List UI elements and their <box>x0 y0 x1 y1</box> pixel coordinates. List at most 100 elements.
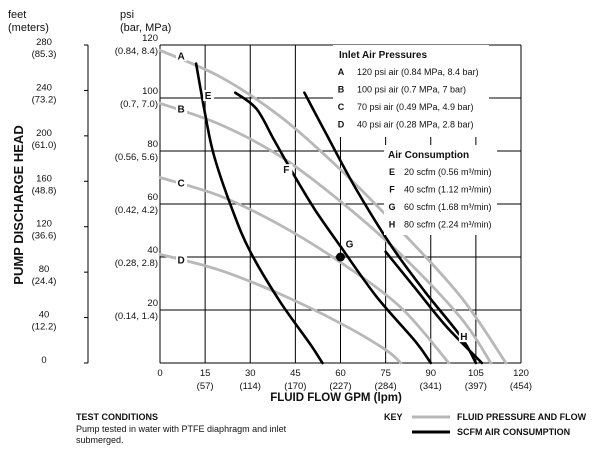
consumption-curve-H <box>384 250 484 365</box>
left-tick-feet-40: 40 <box>39 310 50 321</box>
left-tick-feet-200: 200 <box>36 128 52 139</box>
y-tick-psi-80: 80 <box>147 139 158 150</box>
y-tick-psi-40: 40 <box>147 245 158 256</box>
pressure-curve-D <box>158 252 403 365</box>
x-tick-gpm-15: 15 <box>200 368 211 379</box>
legend-inlet-key-B: B <box>338 85 345 95</box>
legend-inlet-key-A: A <box>338 67 345 77</box>
left-tick-feet-120: 120 <box>36 219 52 230</box>
y-tick-psi-120: 120 <box>142 33 158 44</box>
legend-inlet-text-A: 120 psi air (0.84 MPa, 8.4 bar) <box>357 67 479 77</box>
y-tick-sub-60: (0.42, 4.2) <box>115 205 158 216</box>
curve-label-bg-G <box>344 238 356 250</box>
y-axis-unit-bar: (bar, MPa) <box>120 22 171 34</box>
y-axis-ticks: 120 (0.84, 8.4) 100 (0.7, 7.0) 80 (0.56, 5.6)… <box>115 33 158 322</box>
x-tick-gpm-90: 90 <box>425 368 436 379</box>
left-tick-meters-160: (48.8) <box>32 185 57 196</box>
consumption-curve-F <box>233 91 433 365</box>
curve-label-bg-H <box>458 331 470 343</box>
x-tick-lpm-30: (114) <box>240 381 261 392</box>
pressure-curve-B <box>158 101 493 365</box>
y-tick-sub-40: (0.28, 2.8) <box>115 258 158 269</box>
legend-inlet-background <box>333 45 489 137</box>
curve-label-bg-E <box>203 90 215 101</box>
operating-point-marker <box>336 252 345 262</box>
legend-air-key-E: E <box>389 167 395 177</box>
curve-label-A: A <box>177 51 184 62</box>
pressure-curves <box>158 48 508 365</box>
x-tick-gpm-60: 60 <box>335 368 346 379</box>
left-tick-meters-40: (12.2) <box>32 322 57 333</box>
legend-air-key-G: G <box>388 202 395 212</box>
legend-air-title: Air Consumption <box>388 150 469 161</box>
curve-label-C: C <box>177 178 184 189</box>
legend-air-text-E: 20 scfm (0.56 m³/min) <box>404 167 492 177</box>
legend-inlet-key-D: D <box>338 120 345 130</box>
curve-label-bg-B <box>176 103 188 115</box>
curve-label-H: H <box>460 332 467 343</box>
pressure-curve-C <box>158 176 451 365</box>
y-tick-sub-80: (0.56, 5.6) <box>115 152 158 163</box>
legend-inlet-title: Inlet Air Pressures <box>339 50 427 61</box>
legend-inlet-text-C: 70 psi air (0.49 MPa, 4.9 bar) <box>357 102 474 112</box>
legend-inlet-air-pressures: Inlet Air Pressures A 120 psi air (0.84 M… <box>333 45 489 137</box>
left-tick-feet-160: 160 <box>36 173 52 184</box>
x-tick-gpm-0: 0 <box>157 368 162 379</box>
y-tick-psi-20: 20 <box>147 298 158 309</box>
test-conditions-line2: submerged. <box>76 435 124 445</box>
legend-inlet-text-B: 100 psi air (0.7 MPa, 7 bar) <box>357 85 466 95</box>
x-axis-ticks: 0 15 (57) 30 (114) 45 (170) 60 (227) 75 (284) 90 (34… <box>157 368 532 392</box>
x-tick-gpm-30: 30 <box>245 368 256 379</box>
curve-label-F: F <box>283 165 289 176</box>
left-axis-ticks: 280(85.3)240(73.2)200(61.0)160(48.8)120(… <box>32 37 88 366</box>
x-tick-lpm-45: (170) <box>284 381 306 392</box>
key-label-air-consumption: SCFM AIR CONSUMPTION <box>457 427 570 437</box>
curve-label-B: B <box>177 104 184 115</box>
left-tick-feet-0: 0 <box>41 355 46 366</box>
legend-air-key-H: H <box>389 220 396 230</box>
x-tick-lpm-120: (454) <box>510 381 532 392</box>
x-tick-lpm-15: (57) <box>197 381 214 392</box>
x-tick-lpm-60: (227) <box>329 381 351 392</box>
consumption-curve-E <box>194 62 324 365</box>
x-tick-gpm-120: 120 <box>513 368 529 379</box>
legend-inlet-text-D: 40 psi air (0.28 MPa, 2.8 bar) <box>357 120 474 130</box>
curve-label-E: E <box>205 91 212 102</box>
legend-air-text-F: 40 scfm (1.12 m³/min) <box>404 185 492 195</box>
test-conditions-line1: Pump tested in water with PTFE diaphragm… <box>76 424 287 434</box>
test-conditions-title: TEST CONDITIONS <box>76 412 158 422</box>
key-legend: KEY FLUID PRESSURE AND FLOW SCFM AIR CON… <box>384 412 587 437</box>
legend-air-consumption: Air Consumption E 20 scfm (0.56 m³/min) F 4… <box>384 145 497 235</box>
left-tick-meters-240: (73.2) <box>32 94 57 105</box>
legend-air-text-H: 80 scfm (2.24 m³/min) <box>404 220 492 230</box>
curve-label-bg-A <box>176 50 188 62</box>
x-tick-gpm-75: 75 <box>380 368 391 379</box>
left-tick-meters-80: (24.4) <box>32 276 57 287</box>
left-tick-feet-280: 280 <box>36 37 52 48</box>
y-tick-psi-60: 60 <box>147 192 158 203</box>
curve-label-bg-D <box>176 254 188 266</box>
left-tick-feet-80: 80 <box>39 264 50 275</box>
x-axis-title: FLUID FLOW GPM (lpm) <box>270 392 402 404</box>
y-tick-sub-100: (0.7, 7.0) <box>120 99 158 110</box>
x-tick-lpm-75: (284) <box>375 381 397 392</box>
left-axis-title: PUMP DISCHARGE HEAD <box>11 125 26 284</box>
pressure-curve-A <box>158 48 508 365</box>
x-tick-gpm-45: 45 <box>290 368 301 379</box>
left-tick-feet-240: 240 <box>36 82 52 93</box>
y-tick-psi-100: 100 <box>142 86 158 97</box>
left-tick-meters-120: (36.6) <box>32 231 57 242</box>
curve-label-bg-C <box>176 177 188 189</box>
legend-air-key-F: F <box>389 185 395 195</box>
x-tick-lpm-90: (341) <box>420 381 442 392</box>
key-label-fluid-pressure: FLUID PRESSURE AND FLOW <box>457 412 587 422</box>
y-axis-unit-psi: psi <box>120 9 134 21</box>
left-tick-meters-200: (61.0) <box>32 140 57 151</box>
legend-air-text-G: 60 scfm (1.68 m³/min) <box>404 202 492 212</box>
y-tick-sub-120: (0.84, 8.4) <box>115 46 158 57</box>
curve-label-G: G <box>346 239 354 250</box>
x-tick-gpm-105: 105 <box>468 368 484 379</box>
left-feet-axis: feet (meters) PUMP DISCHARGE HEAD 280(85… <box>8 9 89 366</box>
